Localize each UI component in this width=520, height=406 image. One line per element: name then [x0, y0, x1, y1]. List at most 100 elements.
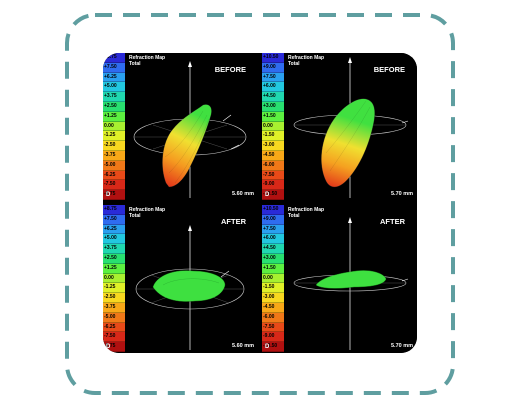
scale-cell: -3.00: [262, 293, 284, 303]
scale-cell: -8.75: [103, 342, 125, 352]
scale-cell: +7.50: [262, 224, 284, 235]
scale-cell: -8.75: [103, 190, 125, 200]
panel-title-main: Refraction Map: [129, 207, 166, 213]
scale-cell: -5.00: [103, 160, 125, 171]
scale-cell: +10.50: [262, 53, 284, 63]
color-scale: +10.50 +9.00 +7.50 +6.00 +4.50 +3.00 +1.50 0.00…: [262, 53, 284, 201]
panel-title-sub: Total: [288, 213, 300, 219]
surface-plot: [293, 57, 409, 198]
panel-title: Refraction Map Total: [288, 55, 324, 67]
scale-cell: 0.00: [103, 121, 125, 132]
scale-cell: +4.50: [262, 92, 284, 102]
axis-arrow-icon: [188, 225, 192, 231]
axis-arrow-icon: [348, 217, 352, 223]
scale-cell: +3.75: [103, 92, 125, 102]
scale-cell: +9.00: [262, 62, 284, 73]
surface-plot: [135, 225, 245, 350]
scale-cell: +7.50: [262, 72, 284, 83]
scale-cell: -4.50: [262, 150, 284, 161]
panel-title-sub: Total: [129, 61, 141, 67]
pupil-size-label: 5.70 mm: [390, 191, 413, 197]
surface-plot: [293, 217, 409, 350]
refraction-panel-after-left: +8.75 +7.50 +6.25 +5.00 +3.75 +2.50 +1.25 0.00-…: [103, 205, 258, 353]
scale-cell: -5.00: [103, 312, 125, 323]
scale-cell: +6.00: [262, 82, 284, 93]
scale-cell: +1.50: [262, 263, 284, 274]
scale-cell: -7.50: [262, 170, 284, 181]
unit-label: D: [106, 192, 111, 198]
refraction-surface: [152, 270, 226, 302]
scale-cell: -2.50: [103, 293, 125, 303]
scale-cell: +6.25: [103, 224, 125, 235]
refraction-panel-before-left: +8.75 +7.50 +6.25 +5.00 +3.75 +2.50 +1.25 0.00-…: [103, 53, 258, 201]
scale-cell: -3.75: [103, 150, 125, 161]
panel-title-sub: Total: [129, 213, 141, 219]
scale-cell: -3.75: [103, 302, 125, 313]
refraction-surface: [315, 270, 387, 289]
scale-cell: -9.00: [262, 180, 284, 191]
panel-title-main: Refraction Map: [288, 207, 325, 213]
scale-cell: +2.50: [103, 101, 125, 112]
scale-cell: +6.25: [103, 72, 125, 83]
refraction-surface: [321, 98, 375, 188]
panel-title: Refraction Map Total: [129, 207, 165, 219]
surface-plot: [133, 61, 247, 198]
color-scale: +8.75 +7.50 +6.25 +5.00 +3.75 +2.50 +1.25 0.00-…: [103, 53, 125, 201]
scale-cell: -10.50: [262, 342, 284, 352]
scale-cell: -3.00: [262, 141, 284, 151]
refraction-map-grid: +8.75 +7.50 +6.25 +5.00 +3.75 +2.50 +1.25 0.00-…: [103, 53, 417, 353]
panel-title-main: Refraction Map: [129, 55, 166, 61]
panel-title: Refraction Map Total: [129, 55, 165, 67]
scale-cell: +7.50: [103, 62, 125, 73]
axis-arrow-icon: [188, 61, 192, 67]
scale-cell: +1.25: [103, 111, 125, 122]
axis-arrow-icon: [348, 57, 352, 63]
pupil-size-label: 5.70 mm: [390, 343, 413, 349]
scale-cell: -6.25: [103, 170, 125, 181]
refraction-panel-before-right: +10.50 +9.00 +7.50 +6.00 +4.50 +3.00 +1.50 0.00…: [262, 53, 417, 201]
scale-cell: +7.50: [103, 214, 125, 225]
color-scale: +10.50 +9.00 +7.50 +6.00 +4.50 +3.00 +1.50 0.00…: [262, 205, 284, 353]
scale-cell: +5.00: [103, 82, 125, 93]
phase-label: AFTER: [380, 217, 405, 226]
scale-cell: +8.75: [103, 205, 125, 215]
scale-cell: +3.00: [262, 101, 284, 112]
scale-cell: +1.25: [103, 263, 125, 274]
panel-title-main: Refraction Map: [288, 55, 325, 61]
pupil-size-label: 5.60 mm: [231, 343, 254, 349]
scale-cell: -7.50: [103, 180, 125, 191]
scale-cell: +4.50: [262, 244, 284, 254]
scale-cell: +3.00: [262, 253, 284, 264]
scale-cell: +10.50: [262, 205, 284, 215]
scale-cell: -9.00: [262, 332, 284, 343]
scale-cell: -6.00: [262, 312, 284, 323]
unit-label: D: [265, 344, 270, 350]
scale-cell: -1.25: [103, 283, 125, 294]
scale-cell: +9.00: [262, 214, 284, 225]
refraction-panel-after-right: +10.50 +9.00 +7.50 +6.00 +4.50 +3.00 +1.50 0.00…: [262, 205, 417, 353]
scale-cell: 0.00: [262, 273, 284, 284]
scale-cell: -2.50: [103, 141, 125, 151]
pupil-size-label: 5.60 mm: [231, 191, 254, 197]
scale-cell: -7.50: [262, 322, 284, 333]
scale-cell: -7.50: [103, 332, 125, 343]
scale-cell: 0.00: [103, 273, 125, 284]
phase-label: AFTER: [221, 217, 246, 226]
scale-cell: -4.50: [262, 302, 284, 313]
scale-cell: +8.75: [103, 53, 125, 63]
phase-label: BEFORE: [373, 65, 405, 74]
scale-cell: -1.50: [262, 131, 284, 142]
scale-cell: +5.00: [103, 234, 125, 245]
scale-cell: -10.50: [262, 190, 284, 200]
scale-cell: +1.50: [262, 111, 284, 122]
scale-cell: +2.50: [103, 253, 125, 264]
scale-cell: -1.25: [103, 131, 125, 142]
panel-title-sub: Total: [288, 61, 300, 67]
panel-title: Refraction Map Total: [288, 207, 324, 219]
scale-cell: -1.50: [262, 283, 284, 294]
scale-cell: 0.00: [262, 121, 284, 132]
color-scale: +8.75 +7.50 +6.25 +5.00 +3.75 +2.50 +1.25 0.00-…: [103, 205, 125, 353]
unit-label: D: [265, 192, 270, 198]
scale-cell: +6.00: [262, 234, 284, 245]
